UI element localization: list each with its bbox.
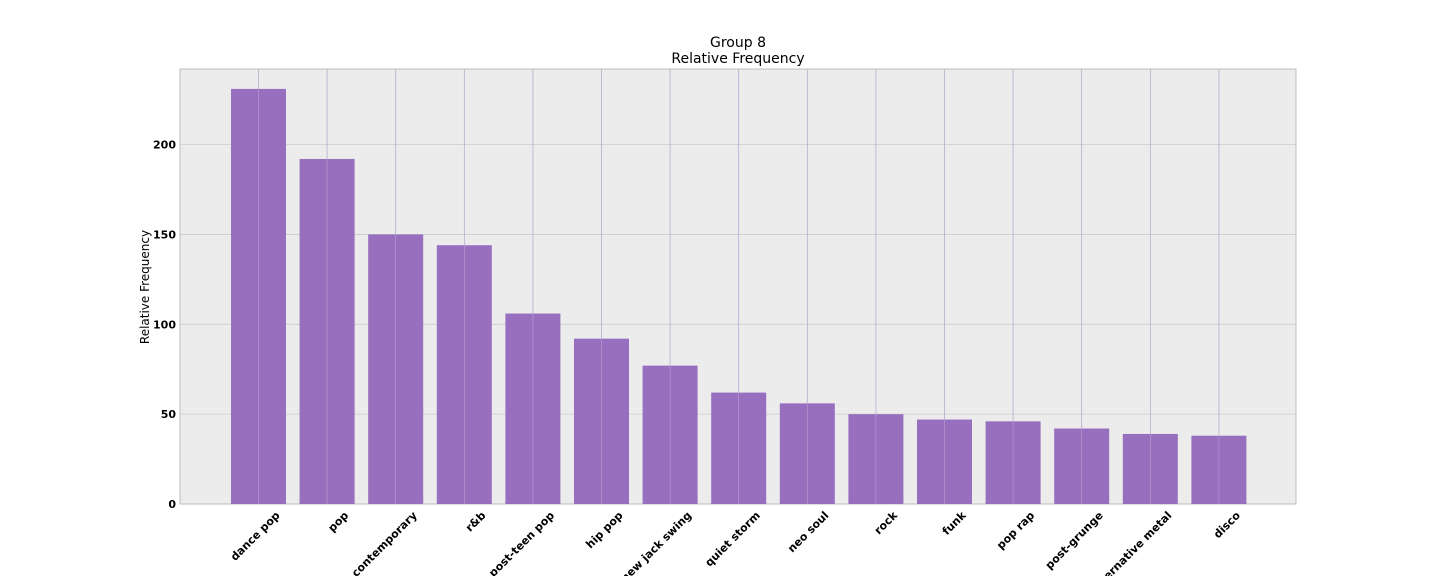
x-tick-label: pop rap [994, 509, 1037, 552]
x-tick-label: post-grunge [1043, 509, 1106, 572]
chart-subtitle: Relative Frequency [671, 51, 804, 67]
y-tick-label: 50 [161, 408, 177, 421]
y-tick-label: 150 [153, 228, 176, 241]
y-tick-label: 200 [153, 139, 176, 152]
bars [231, 69, 1247, 504]
x-tick-label: funk [940, 508, 969, 537]
x-tick-label: neo soul [785, 509, 831, 555]
x-tick-label: quiet storm [703, 509, 763, 569]
x-tick-label: new jack swing [618, 509, 694, 576]
y-axis-ticks: 0 50 100 150 200 [153, 139, 176, 511]
x-tick-label: disco [1211, 509, 1243, 541]
y-axis-label: Relative Frequency [138, 230, 152, 344]
x-tick-label: rock [872, 508, 901, 537]
y-tick-label: 0 [168, 498, 176, 511]
y-tick-label: 100 [153, 318, 176, 331]
chart-title: Group 8 [710, 35, 766, 51]
x-tick-label: hip pop [583, 509, 625, 551]
x-tick-label: post-teen pop [486, 509, 557, 576]
x-tick-label: dance pop [228, 509, 283, 564]
x-tick-label: r&b [463, 509, 488, 534]
x-tick-label: pop [326, 509, 352, 535]
